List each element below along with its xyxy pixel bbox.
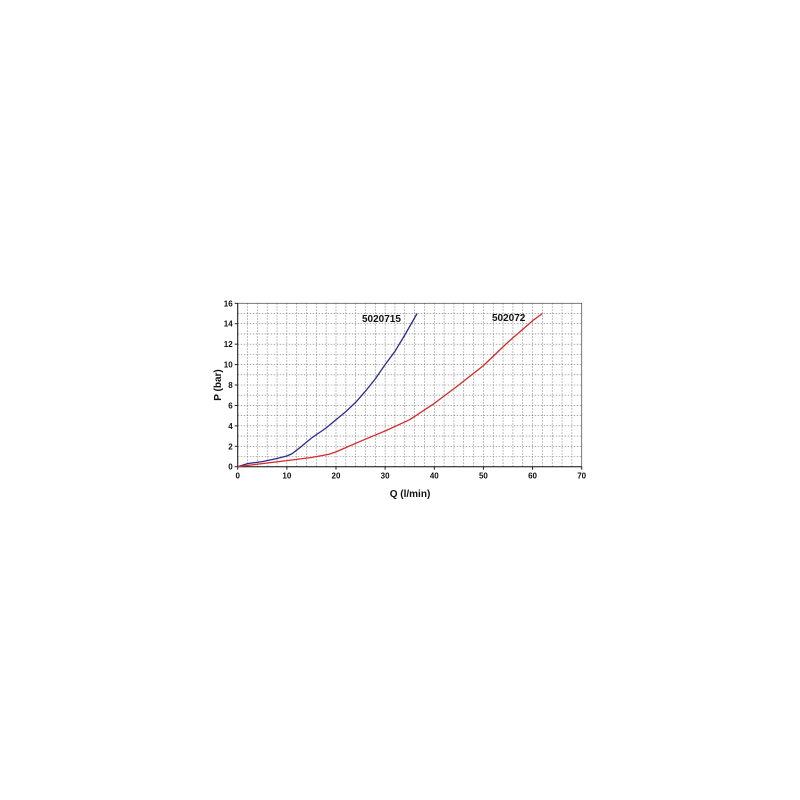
y-tick-label: 8 [228, 381, 233, 390]
y-tick-label: 16 [224, 299, 233, 308]
series-lines [237, 312, 543, 468]
x-tick-label: 70 [577, 472, 586, 481]
y-tick-label: 4 [228, 422, 233, 431]
y-tick-label: 2 [228, 442, 233, 451]
axes [234, 302, 583, 470]
x-tick-label: 20 [332, 472, 341, 481]
y-tick-label: 12 [224, 340, 233, 349]
series-label-502072: 502072 [492, 313, 526, 324]
x-tick-label: 60 [528, 472, 537, 481]
y-tick-label: 10 [224, 361, 233, 370]
grid [237, 303, 582, 467]
x-axis-label: Q (l/min) [390, 489, 431, 500]
y-tick-label: 0 [228, 463, 233, 472]
series-label-5020715: 5020715 [362, 314, 401, 325]
x-tick-label: 0 [235, 472, 240, 481]
series-line-5020715 [237, 313, 418, 468]
series-line-502072 [237, 312, 543, 468]
x-tick-label: 40 [430, 472, 439, 481]
x-tick-label: 10 [282, 472, 291, 481]
y-tick-label: 14 [224, 320, 233, 329]
x-tick-label: 30 [381, 472, 390, 481]
y-tick-label: 6 [228, 401, 233, 410]
x-tick-label: 50 [479, 472, 488, 481]
tick-labels: 0 10 20 30 40 50 60 70 0 2 4 6 8 10 12 14 16 [224, 299, 587, 480]
y-axis-label: P (bar) [213, 369, 224, 401]
